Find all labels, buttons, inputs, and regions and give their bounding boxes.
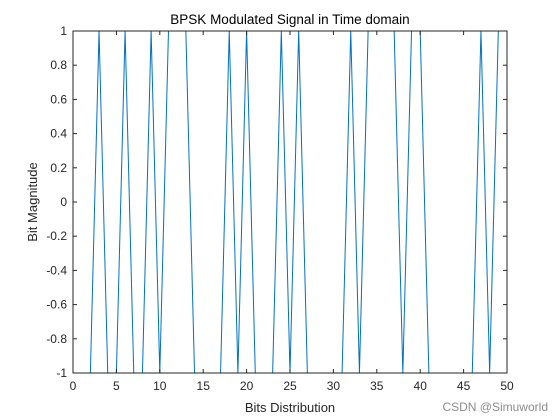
y-tick-label: -0.4: [46, 263, 67, 277]
x-axis: 0 5 10 15 20 25 30 35 40 45 50: [70, 31, 514, 393]
y-axis: -1 -0.8 -0.6 -0.4 -0.2 0 0.2 0.4 0.6 0.8 1: [46, 24, 507, 380]
x-tick-label: 5: [113, 379, 120, 393]
y-tick-label: 0: [60, 195, 67, 209]
y-tick-label: 0.8: [50, 58, 67, 72]
x-tick-label: 40: [414, 379, 428, 393]
x-tick-label: 45: [457, 379, 471, 393]
x-tick-label: 50: [500, 379, 514, 393]
y-tick-label: 1: [60, 24, 67, 38]
x-tick-label: 0: [70, 379, 77, 393]
x-tick-label: 35: [370, 379, 384, 393]
x-tick-label: 20: [240, 379, 254, 393]
x-tick-label: 15: [197, 379, 211, 393]
x-tick-label: 25: [283, 379, 297, 393]
y-tick-label: 0.4: [50, 127, 67, 141]
y-axis-label: Bit Magnitude: [25, 162, 40, 242]
y-tick-label: -1: [56, 366, 67, 380]
x-axis-label: Bits Distribution: [245, 400, 335, 415]
plot-area: [73, 31, 507, 373]
y-tick-label: -0.6: [46, 298, 67, 312]
y-tick-label: -0.2: [46, 229, 67, 243]
watermark: CSDN @Simuworld: [442, 400, 548, 414]
y-tick-label: 0.2: [50, 161, 67, 175]
x-tick-label: 10: [153, 379, 167, 393]
x-tick-label: 30: [327, 379, 341, 393]
y-tick-label: 0.6: [50, 92, 67, 106]
y-tick-label: -0.8: [46, 332, 67, 346]
chart-title: BPSK Modulated Signal in Time domain: [170, 12, 409, 27]
